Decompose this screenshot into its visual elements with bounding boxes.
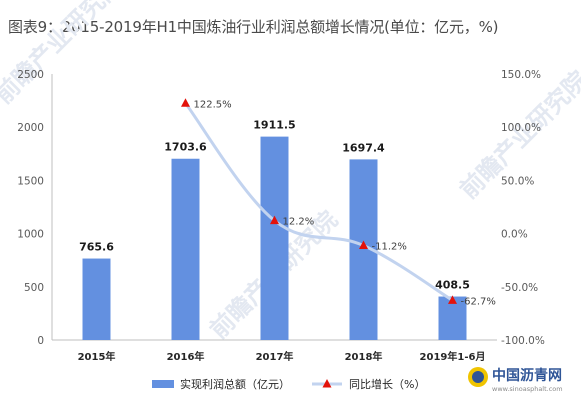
right-tick-label: 150.0% xyxy=(501,69,541,81)
bar-value-label: 1911.5 xyxy=(253,119,295,132)
bar-value-label: 1703.6 xyxy=(164,141,207,154)
left-tick-label: 1000 xyxy=(17,229,44,241)
bar xyxy=(171,158,200,340)
category-label: 2017年 xyxy=(256,350,294,363)
logo-url: www.sinoasphalt.com xyxy=(492,385,563,393)
legend: 实现利润总额（亿元） 同比增长（%） xyxy=(152,377,425,391)
growth-value-label: -11.2% xyxy=(372,242,407,253)
legend-label-line: 同比增长（%） xyxy=(349,377,425,391)
watermark: 前瞻产业研究院 xyxy=(0,0,128,109)
sinoasphalt-logo: 中国沥青网 www.sinoasphalt.com xyxy=(468,367,563,393)
right-tick-label: 50.0% xyxy=(501,175,534,187)
growth-marker xyxy=(270,215,279,225)
bar-value-label: 408.5 xyxy=(435,279,470,292)
bar-value-label: 765.6 xyxy=(79,241,114,254)
bar xyxy=(260,136,289,340)
growth-value-label: 12.2% xyxy=(283,217,315,228)
category-label: 2016年 xyxy=(167,350,205,363)
growth-marker xyxy=(448,295,457,304)
legend-marker xyxy=(322,379,332,388)
right-tick-label: 100.0% xyxy=(501,122,541,134)
growth-marker xyxy=(181,98,190,107)
right-tick-label: -50.0% xyxy=(501,282,538,294)
legend-label-bar: 实现利润总额（亿元） xyxy=(180,377,290,391)
bar-value-label: 1697.4 xyxy=(342,141,385,154)
right-tick-label: -100.0% xyxy=(501,335,545,347)
category-label: 2018年 xyxy=(345,350,383,363)
chart-title: 图表9：2015-2019年H1中国炼油行业利润总额增长情况(单位：亿元，%) xyxy=(8,18,499,36)
legend-swatch-bar xyxy=(152,380,174,388)
growth-line xyxy=(181,98,457,304)
axes: 0 500 1000 1500 2000 2500 -100.0% -50.0% 0.0% 50.… xyxy=(17,69,545,363)
growth-value-label: 122.5% xyxy=(194,99,232,110)
growth-line-path xyxy=(184,101,454,302)
data-labels: 765.6 1703.6 1911.5 1697.4 408.5 122.5% 12.2% -… xyxy=(79,99,496,307)
left-tick-label: 0 xyxy=(37,335,44,347)
left-tick-label: 2000 xyxy=(17,122,44,134)
bar xyxy=(82,258,111,340)
category-label: 2015年 xyxy=(78,350,116,363)
left-tick-label: 500 xyxy=(24,282,44,294)
growth-marker xyxy=(359,240,368,250)
category-label: 2019年1-6月 xyxy=(420,350,486,363)
bars xyxy=(82,136,467,340)
logo-name: 中国沥青网 xyxy=(492,367,562,384)
left-tick-label: 1500 xyxy=(17,175,44,187)
left-tick-label: 2500 xyxy=(17,69,44,81)
growth-value-label: -62.7% xyxy=(461,296,496,307)
right-tick-label: 0.0% xyxy=(501,229,528,241)
